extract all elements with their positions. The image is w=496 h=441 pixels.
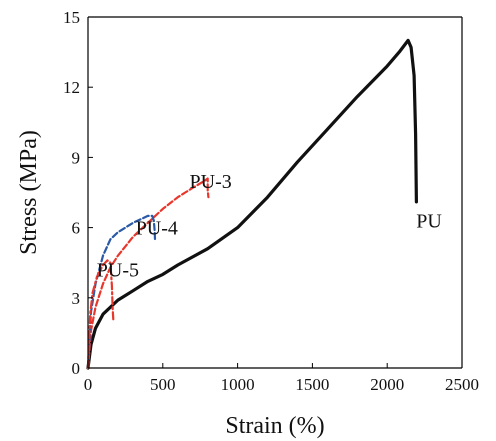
y-tick-label: 15: [63, 8, 80, 27]
ticks-layer: 0 500 1000 1500 2000 2500 0 3 6 9 12 15: [63, 8, 479, 394]
series-line-pu: [86, 38, 418, 370]
x-tick-label: 500: [150, 375, 176, 394]
y-tick-label: 12: [63, 78, 80, 97]
series-layer: [86, 38, 418, 370]
axes-layer: [87, 16, 463, 369]
x-tick-label: 1500: [295, 375, 329, 394]
series-label-pu-3: PU-3: [190, 171, 232, 193]
x-tick-label: 2500: [445, 375, 479, 394]
series-label-pu-4: PU-4: [136, 218, 178, 240]
x-tick-label: 1000: [221, 375, 255, 394]
labels-layer: PU PU-3 PU-4 PU-5: [97, 171, 443, 282]
x-tick-label: 0: [84, 375, 93, 394]
x-tick-label: 2000: [370, 375, 404, 394]
series-label-pu: PU: [416, 211, 442, 233]
x-axis-title: Strain (%): [225, 413, 324, 439]
y-axis-title: Stress (MPa): [16, 130, 42, 255]
series-line-pu-3: [86, 177, 210, 370]
y-tick-label: 9: [72, 148, 81, 167]
y-tick-label: 6: [72, 219, 81, 238]
y-tick-label: 0: [72, 359, 81, 378]
series-line-pu-5: [86, 259, 115, 370]
series-label-pu-5: PU-5: [97, 260, 139, 282]
y-tick-label: 3: [72, 289, 81, 308]
